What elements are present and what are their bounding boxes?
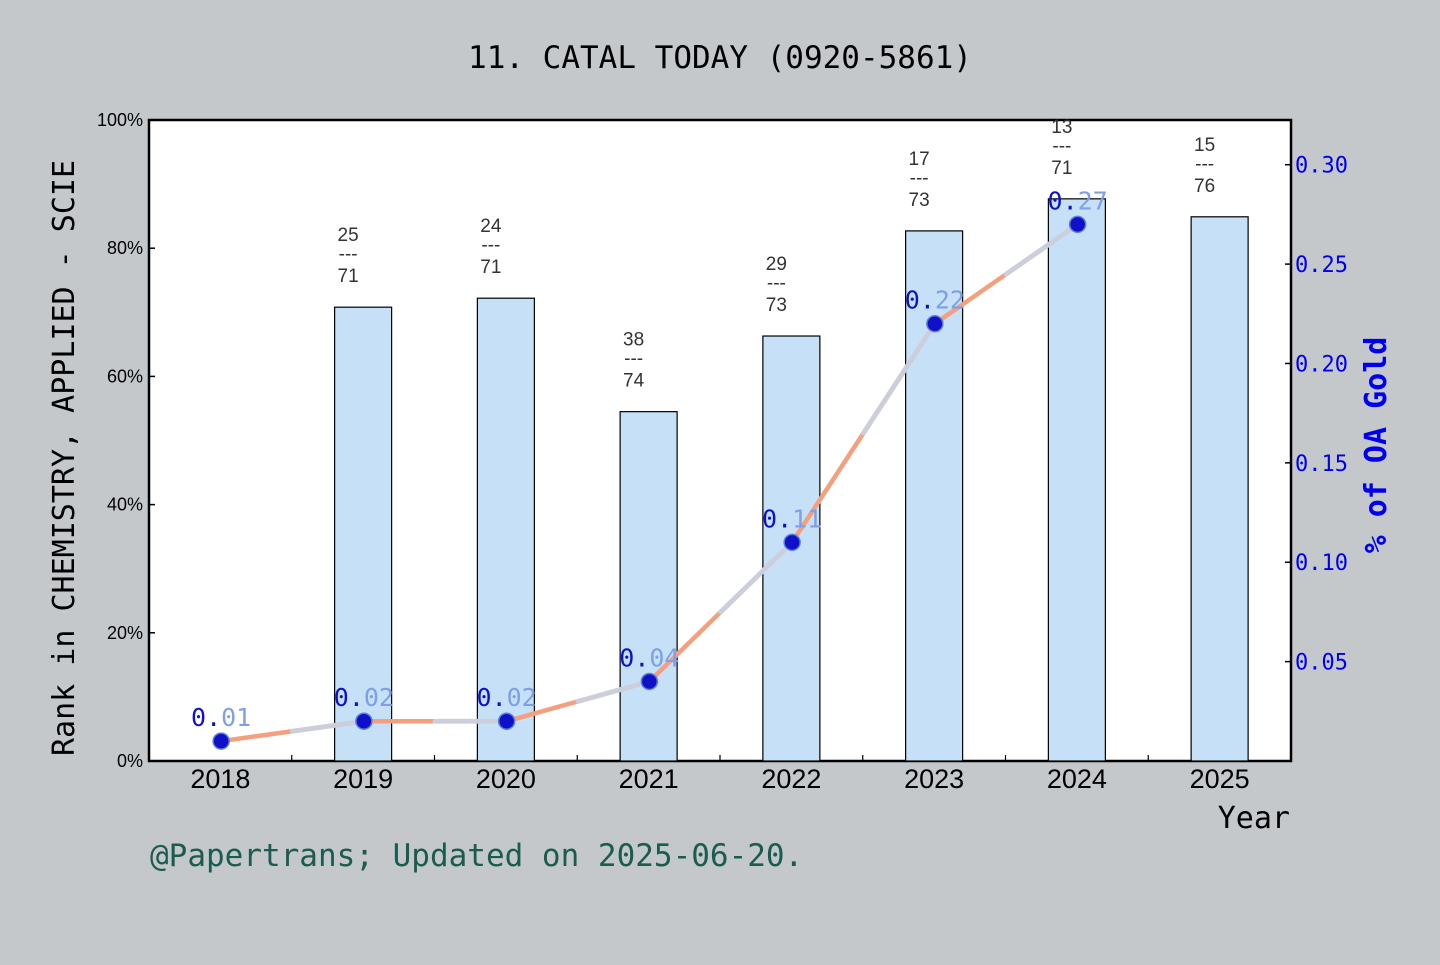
bar-label-total-2023: 73 (909, 190, 930, 211)
line-value-label-2024: 0.22 (905, 286, 965, 315)
line-marker-2019 (212, 732, 230, 750)
y-axis-label: Rank in CHEMISTRY, APPLIED - SCIE (47, 160, 82, 756)
bar-label-rank-2019: 25 (338, 225, 359, 246)
line-value-label-2019: 0.01 (191, 703, 251, 732)
y2-tick-label-0.10: 0.10 (1295, 551, 1348, 576)
x-tick-label-2018: 2018 (190, 764, 250, 794)
bar-label-rank-2021: 38 (623, 330, 644, 351)
line-marker-2021 (497, 712, 516, 730)
bar-labels-layer: 25---7124---7138---7429---7317---7313---… (338, 117, 1216, 392)
line-overlay-2019-2020 (290, 718, 367, 734)
y-tick-label-60%: 60% (107, 366, 143, 386)
plot-area (147, 118, 1293, 763)
y-tick-label-20%: 20% (107, 623, 143, 643)
bar-label-total-2021: 74 (623, 371, 645, 392)
y2-tick-label-0.20: 0.20 (1295, 352, 1348, 377)
y2-tick-label-0.30: 0.30 (1295, 154, 1348, 179)
x-tick-label-2023: 2023 (904, 764, 964, 794)
line-value-label-2021: 0.02 (477, 683, 537, 712)
x-tick-label-2019: 2019 (333, 764, 393, 794)
bar-label-sep-2024: --- (1052, 136, 1071, 157)
line-marker-2024 (926, 314, 944, 333)
y2-tick-label-0.15: 0.15 (1295, 452, 1348, 477)
bar-label-rank-2024: 13 (1051, 117, 1072, 138)
y-tick-label-0%: 0% (117, 751, 143, 771)
y2-axis-label: % of OA Gold (1359, 337, 1394, 554)
bar-label-total-2019: 71 (338, 266, 359, 287)
y-tick-label-80%: 80% (107, 238, 143, 258)
line-overlay-2021-2022 (575, 678, 652, 704)
bar-2021 (619, 411, 678, 762)
x-tick-label-2025: 2025 (1190, 764, 1250, 794)
line-value-label-2025: 0.27 (1048, 186, 1108, 215)
y-tick-label-40%: 40% (107, 495, 143, 515)
line-marker-2020 (355, 712, 373, 730)
chart-title: 11. CATAL TODAY (0920-5861) (468, 40, 972, 76)
y2-tick-label-0.05: 0.05 (1295, 651, 1348, 676)
y2-tick-label-0.25: 0.25 (1295, 253, 1348, 278)
line-marker-2025 (1068, 215, 1087, 234)
bar-label-total-2024: 71 (1051, 158, 1072, 179)
line-marker-2022 (640, 672, 659, 691)
bar-label-rank-2025: 15 (1194, 135, 1215, 156)
line-marker-2023 (783, 533, 801, 552)
bar-label-rank-2023: 17 (909, 149, 930, 170)
line-layer: 0.01 0.02 0.02 0.04 0.11 0.22 0.27 (191, 186, 1108, 750)
bar-2020 (476, 297, 535, 762)
bar-label-sep-2025: --- (1195, 154, 1214, 175)
bar-label-sep-2019: --- (339, 244, 358, 265)
y-tick-label-100%: 100% (97, 110, 143, 130)
line-overlay-2024-2025 (1003, 221, 1081, 277)
bar-label-sep-2021: --- (624, 349, 643, 370)
bar-label-rank-2020: 24 (480, 216, 502, 237)
bar-label-rank-2022: 29 (766, 254, 787, 275)
bar-label-total-2025: 76 (1194, 176, 1215, 197)
bar-label-sep-2020: --- (481, 235, 500, 256)
bar-label-sep-2022: --- (767, 273, 786, 294)
line-overlay-2022-2023 (718, 539, 795, 615)
x-tick-label-2024: 2024 (1047, 764, 1107, 794)
bar-label-total-2020: 71 (480, 257, 501, 278)
x-tick-label-2022: 2022 (761, 764, 821, 794)
bar-label-total-2022: 73 (766, 295, 787, 316)
line-overlay-2023-2024 (861, 321, 938, 436)
x-tick-label-2020: 2020 (476, 764, 536, 794)
bar-2024 (1047, 198, 1106, 762)
line-value-label-2023: 0.11 (762, 504, 822, 533)
bar-2019 (334, 306, 393, 762)
x-tick-label-2021: 2021 (619, 764, 679, 794)
bar-label-sep-2023: --- (910, 168, 929, 189)
line-value-label-2020: 0.02 (334, 683, 394, 712)
x-axis-label: Year (1218, 801, 1290, 836)
bar-2025 (1190, 216, 1249, 762)
axes-layer: 0% 20% 40% 60% 80% 100% 0.05 0.10 0.15 0.20 0.25 0.… (97, 110, 1348, 794)
line-value-label-2022: 0.04 (619, 643, 679, 672)
footer-note: @Papertrans; Updated on 2025-06-20. (150, 838, 803, 874)
